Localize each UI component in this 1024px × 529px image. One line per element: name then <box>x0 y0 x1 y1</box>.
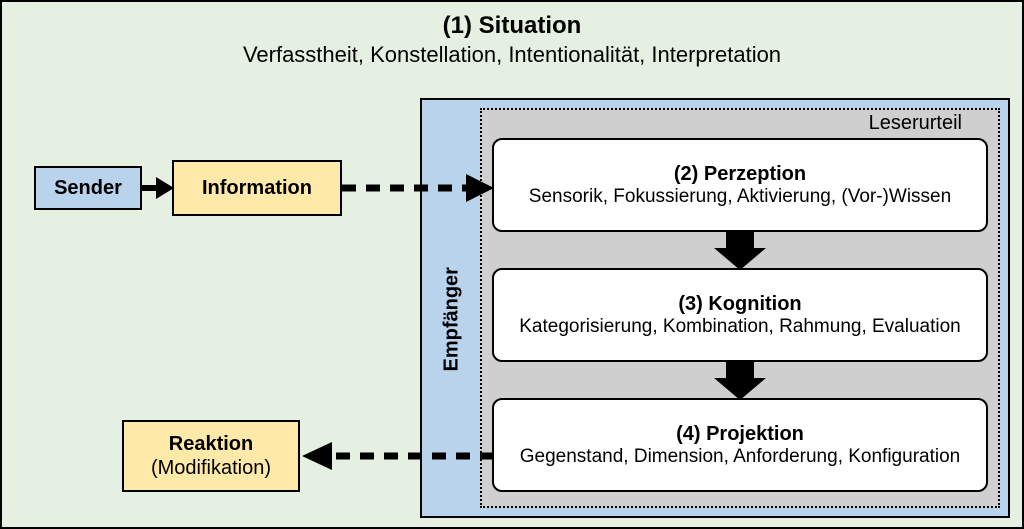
diagram-canvas: (1) Situation Verfasstheit, Konstellatio… <box>0 0 1024 529</box>
node-leserurteil-label: Leserurteil <box>869 112 962 135</box>
node-projektion: (4) Projektion Gegenstand, Dimension, An… <box>492 398 988 492</box>
node-sender: Sender <box>34 166 142 210</box>
arrow-sender-to-info <box>142 172 176 204</box>
node-information: Information <box>172 160 342 216</box>
title-block: (1) Situation Verfasstheit, Konstellatio… <box>2 12 1022 68</box>
node-perzeption-sub: Sensorik, Fokussierung, Aktivierung, (Vo… <box>504 186 976 208</box>
node-sender-label: Sender <box>54 177 122 200</box>
node-projektion-heading: (4) Projektion <box>504 423 976 446</box>
title-main: (1) Situation <box>2 12 1022 40</box>
node-kognition-sub: Kategorisierung, Kombination, Rahmung, E… <box>504 316 976 338</box>
node-perzeption: (2) Perzeption Sensorik, Fokussierung, A… <box>492 138 988 232</box>
node-reaktion: Reaktion (Modifikation) <box>122 420 300 492</box>
node-reaktion-line1: Reaktion <box>169 432 253 456</box>
title-sub: Verfasstheit, Konstellation, Intentional… <box>2 42 1022 68</box>
arrow-projektion-to-reaktion <box>300 438 494 474</box>
node-reaktion-line2: (Modifikation) <box>151 456 271 480</box>
node-empfaenger-label: Empfänger <box>441 252 464 372</box>
arrow-perzeption-to-kognition <box>714 232 766 270</box>
node-kognition: (3) Kognition Kategorisierung, Kombinati… <box>492 268 988 362</box>
arrow-kognition-to-projektion <box>714 362 766 400</box>
node-perzeption-heading: (2) Perzeption <box>504 163 976 186</box>
node-kognition-heading: (3) Kognition <box>504 293 976 316</box>
arrow-info-to-perzeption <box>342 170 496 206</box>
node-projektion-sub: Gegenstand, Dimension, Anforderung, Konf… <box>504 446 976 468</box>
node-information-label: Information <box>202 177 312 200</box>
